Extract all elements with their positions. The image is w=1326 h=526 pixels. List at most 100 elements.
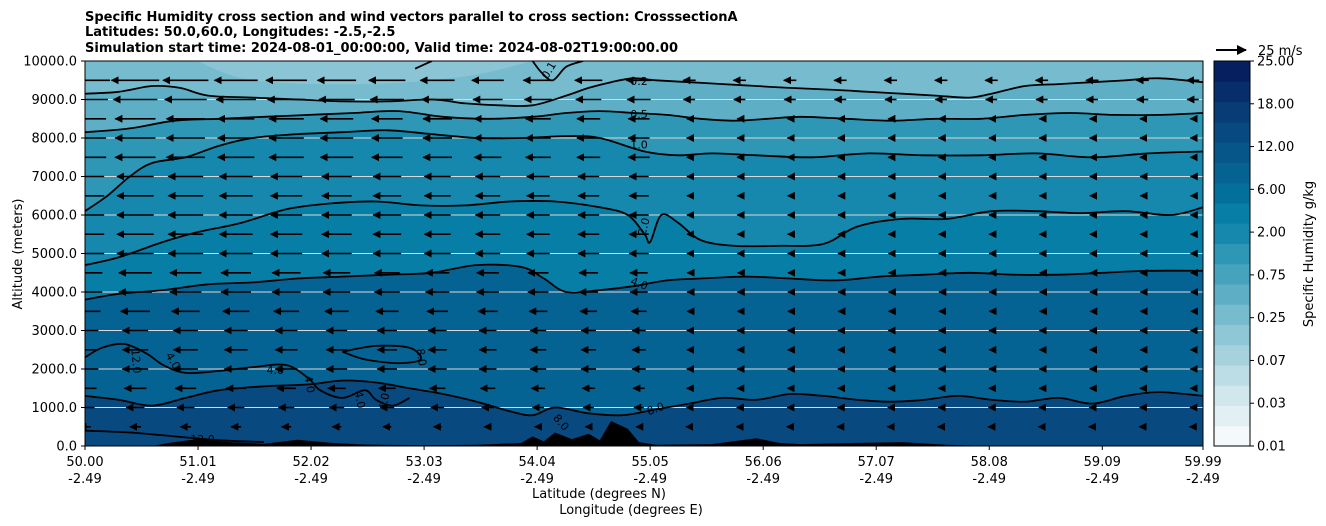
- x-tick-label-lat: 59.09: [1084, 455, 1121, 470]
- colorbar-tick-label: 0.75: [1257, 268, 1286, 283]
- colorbar-segment: [1214, 344, 1250, 366]
- colorbar-tick-label: 0.01: [1257, 440, 1286, 455]
- terrain-layer: [85, 421, 1203, 446]
- y-axis-label: Altitude (meters): [11, 199, 26, 310]
- y-tick-label: 6000.0: [32, 209, 78, 224]
- y-tick-label: 2000.0: [32, 363, 78, 378]
- colorbar-tick-label: 12.00: [1257, 140, 1294, 155]
- contour-label: 8.0: [645, 400, 666, 418]
- y-axis-ticks: 0.0 1000.0 2000.0 3000.0 4000.0 5000.0 6000.0 7…: [23, 55, 85, 455]
- wind-key-label: 25 m/s: [1258, 44, 1303, 59]
- contour-8-7: [85, 379, 1203, 417]
- x-tick-label-lat: 54.04: [519, 455, 556, 470]
- colorbar-tick-label: 0.03: [1257, 397, 1286, 412]
- x-tick-label-lat: 59.99: [1184, 455, 1221, 470]
- contour-label: 4.0: [376, 392, 392, 411]
- contour-label: 0.2: [630, 75, 648, 88]
- colorbar-tick-label: 2.00: [1257, 226, 1286, 241]
- colorbar-segment: [1214, 385, 1250, 407]
- colorbar-segment: [1214, 81, 1250, 103]
- contour-label: 8.0: [413, 348, 429, 367]
- contour-8-9: [342, 344, 422, 365]
- x-tick-label-lon: -2.49: [294, 472, 328, 487]
- colorbar-segment: [1214, 182, 1250, 204]
- colorbar-segment: [1214, 243, 1250, 265]
- x-axis-label-longitude: Longitude (degrees E): [559, 503, 703, 518]
- contour-label: 1.0: [630, 139, 648, 152]
- colorbar-tick-label: 18.00: [1257, 97, 1294, 112]
- y-tick-label: 10000.0: [23, 55, 77, 70]
- colorbar: 0.01 0.03 0.07 0.25 0.75 2.00 6.00 12.00 18.00 25…: [1213, 55, 1294, 455]
- colorbar-segment: [1214, 121, 1250, 143]
- contour-label: 4.0: [629, 275, 650, 293]
- colorbar-segment: [1214, 61, 1250, 82]
- colorbar-tick-label: 25.00: [1257, 55, 1294, 70]
- colorbar-segment: [1214, 324, 1250, 346]
- colorbar-segment: [1214, 283, 1250, 305]
- y-tick-label: 0.0: [56, 440, 77, 455]
- x-tick-label-lon: -2.49: [1085, 472, 1119, 487]
- x-tick-label-lat: 58.08: [971, 455, 1008, 470]
- x-tick-label-lon: -2.49: [407, 472, 441, 487]
- colorbar-segment: [1214, 162, 1250, 184]
- colorbar-tick-label: 6.00: [1257, 183, 1286, 198]
- contour-12-10: [85, 429, 265, 443]
- x-axis-label-latitude: Latitude (degrees N): [532, 487, 666, 502]
- x-tick-label-lat: 50.00: [66, 455, 103, 470]
- band-dry-patch: [196, 61, 533, 85]
- x-tick-label-lat: 52.02: [292, 455, 329, 470]
- colorbar-segment: [1214, 364, 1250, 386]
- x-tick-label-lat: 57.07: [858, 455, 895, 470]
- x-tick-label-lon: -2.49: [1186, 472, 1220, 487]
- x-tick-label-lat: 53.03: [405, 455, 442, 470]
- terrain: [85, 421, 1203, 446]
- x-tick-label-lon: -2.49: [633, 472, 667, 487]
- y-tick-label: 8000.0: [32, 132, 78, 147]
- colorbar-segment: [1214, 405, 1250, 427]
- contour-label: 12.0: [190, 433, 215, 446]
- x-tick-label-lat: 51.01: [179, 455, 216, 470]
- contour-label: 0.5: [630, 108, 648, 121]
- band-below-8: [85, 380, 1203, 446]
- x-tick-label-lon: -2.49: [68, 472, 102, 487]
- wind-vectors: [85, 76, 1200, 431]
- colorbar-segment: [1214, 223, 1250, 244]
- colorbar-frame: [1213, 60, 1251, 447]
- colorbar-tick-label: 0.25: [1257, 311, 1286, 326]
- y-tick-label: 1000.0: [32, 401, 78, 416]
- x-axis-ticks: 50.00 -2.49 51.01 -2.49 52.02 -2.49 53.03 -2.49…: [66, 446, 1222, 487]
- colorbar-label: Specific Humidity g/kg: [1302, 181, 1317, 327]
- contour-label: 4.0: [301, 375, 317, 394]
- x-tick-label-lon: -2.49: [859, 472, 893, 487]
- x-tick-label-lat: 56.06: [745, 455, 782, 470]
- wind-key: 25 m/s: [1216, 44, 1303, 59]
- contour-4-8: [85, 342, 410, 407]
- y-tick-label: 4000.0: [32, 286, 78, 301]
- colorbar-segment: [1214, 202, 1250, 224]
- x-tick-label-lon: -2.49: [181, 472, 215, 487]
- x-tick-label-lon: -2.49: [972, 472, 1006, 487]
- contour-label: 4.0: [267, 364, 285, 377]
- x-tick-label-lon: -2.49: [746, 472, 780, 487]
- chart-title-line-3: Simulation start time: 2024-08-01_00:00:…: [85, 41, 678, 56]
- x-tick-label-lat: 55.05: [632, 455, 669, 470]
- colorbar-segment: [1214, 263, 1250, 285]
- colorbar-segment: [1214, 304, 1250, 326]
- y-tick-label: 9000.0: [32, 93, 78, 108]
- y-tick-label: 3000.0: [32, 324, 78, 339]
- contour-label: 2.0: [636, 216, 653, 236]
- y-tick-label: 5000.0: [32, 247, 78, 262]
- chart-title-line-2: Latitudes: 50.0,60.0, Longitudes: -2.5,-…: [85, 25, 395, 40]
- colorbar-tick-label: 0.07: [1257, 354, 1286, 369]
- contour-0.2-2: [85, 77, 1203, 107]
- plot-area: 0.10.20.51.02.04.08.08.08.012.0 4.0 4.04.0…: [85, 61, 1203, 446]
- chart-title-line-1: Specific Humidity cross section and wind…: [85, 10, 738, 25]
- y-tick-label: 7000.0: [32, 170, 78, 185]
- contour-0.5-3: [85, 110, 1203, 134]
- colorbar-segment: [1214, 142, 1250, 163]
- contour-1-4: [85, 129, 1203, 212]
- colorbar-segment: [1214, 101, 1250, 123]
- colorbar-segment: [1214, 425, 1250, 447]
- contour-label: 4.0: [352, 390, 368, 409]
